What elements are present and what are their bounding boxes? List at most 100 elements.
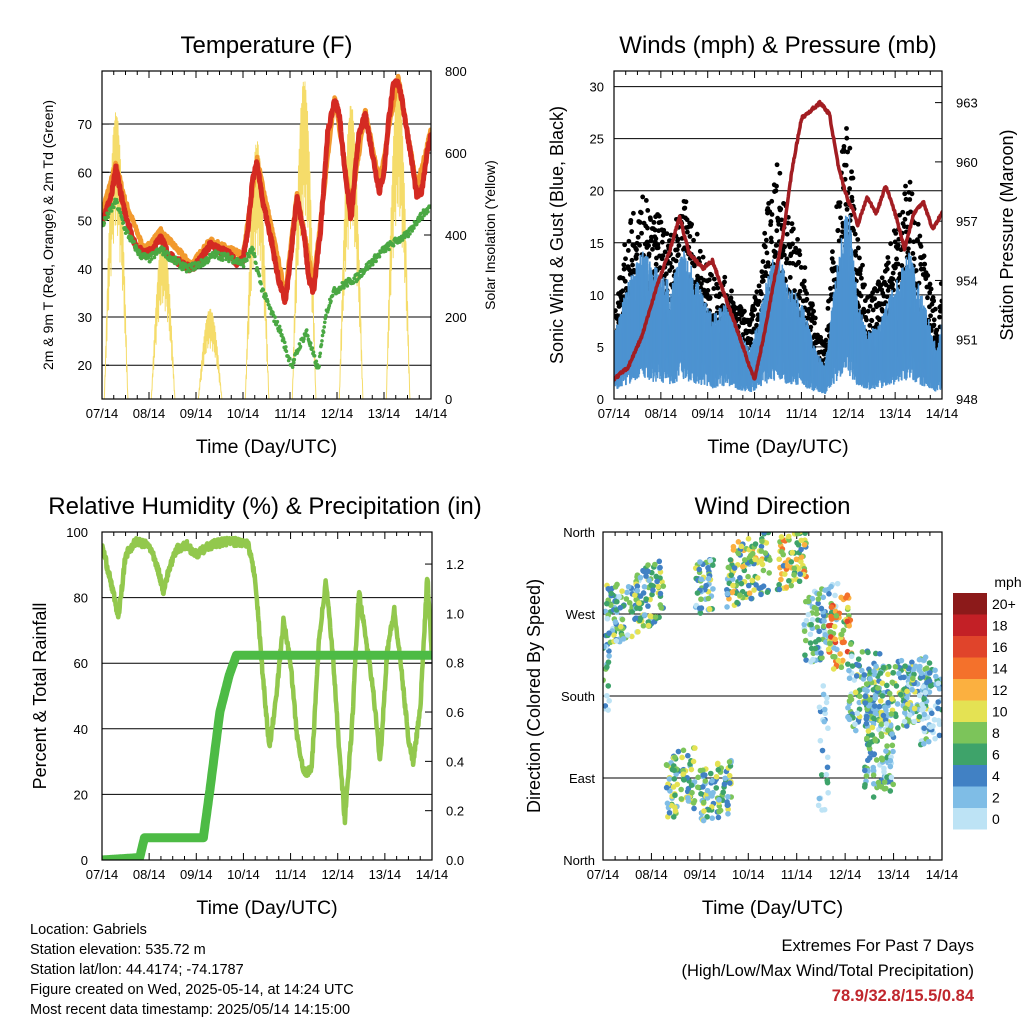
x-tick-label: 07/14: [86, 867, 119, 882]
y-tick-label: 50: [78, 214, 92, 229]
gust-point: [734, 305, 739, 311]
direction-point: [703, 582, 709, 589]
gust-point: [628, 217, 634, 223]
direction-point: [641, 612, 648, 618]
direction-point: [730, 582, 736, 589]
direction-point: [604, 692, 610, 699]
dewpoint-point: [281, 337, 286, 342]
x-tick-label: 11/14: [275, 867, 307, 882]
gust-point: [667, 260, 673, 266]
gust-point: [706, 277, 712, 283]
direction-point: [738, 543, 745, 550]
precipitation-line: [102, 650, 432, 860]
direction-point: [778, 534, 785, 540]
gust-point: [760, 278, 766, 284]
gust-point: [859, 275, 864, 281]
direction-point: [904, 688, 910, 695]
gust-point: [662, 249, 668, 255]
direction-point: [898, 657, 905, 664]
dewpoint-point: [275, 319, 280, 324]
dewpoint-point: [247, 254, 252, 259]
gust-point: [623, 256, 628, 262]
direction-point: [855, 656, 862, 662]
y2-tick-label: 948: [956, 392, 978, 407]
direction-point: [737, 592, 743, 599]
direction-point: [660, 583, 667, 589]
direction-point: [809, 616, 816, 623]
direction-point: [707, 770, 714, 777]
dewpoint-point: [292, 357, 297, 362]
direction-point: [603, 643, 607, 650]
direction-point: [837, 651, 843, 657]
y2-tick-label: 0.4: [446, 754, 464, 769]
direction-point: [643, 596, 649, 602]
direction-point: [901, 718, 908, 725]
direction-point: [872, 695, 879, 702]
legend-swatch: [953, 743, 987, 765]
direction-point: [845, 604, 851, 611]
direction-point: [808, 621, 815, 628]
gust-point: [638, 210, 644, 216]
x-tick-label: 12/14: [832, 406, 865, 421]
direction-point: [688, 766, 695, 773]
x-tick-label: 14/14: [926, 867, 959, 882]
gust-point: [843, 162, 849, 168]
direction-point: [616, 594, 622, 600]
direction-point: [656, 558, 663, 565]
gust-point: [660, 232, 666, 238]
gust-point: [762, 244, 768, 250]
gust-point: [784, 231, 790, 237]
dewpoint-point: [251, 247, 255, 251]
direction-point: [820, 691, 827, 698]
direction-point: [612, 619, 619, 625]
gust-point: [704, 292, 710, 297]
gust-point: [689, 221, 694, 227]
gust-point: [830, 260, 836, 265]
direction-point: [901, 674, 907, 681]
gust-point: [656, 213, 662, 219]
direction-point: [911, 718, 918, 725]
y-tick-label: 0: [81, 853, 88, 868]
direction-point: [760, 567, 767, 574]
direction-point: [816, 628, 822, 635]
y-tick-label: 30: [78, 310, 92, 325]
direction-point: [695, 774, 701, 781]
direction-point: [823, 699, 830, 706]
direction-point: [624, 589, 630, 596]
direction-point: [789, 549, 796, 556]
direction-point: [807, 631, 814, 638]
gust-point: [621, 262, 627, 268]
gust-point: [645, 208, 651, 213]
dewpoint-point: [298, 344, 303, 349]
direction-point: [889, 731, 895, 737]
speed-legend: mph 20+ 18 16 14 12 10 8 6 4 2 0: [953, 574, 1022, 830]
dewpoint-point: [312, 353, 317, 358]
direction-point: [932, 673, 939, 680]
gust-point: [907, 179, 913, 185]
y2-tick-label: 0: [445, 392, 452, 407]
direction-point: [605, 683, 612, 689]
y2-tick-label: 960: [956, 155, 978, 170]
direction-point: [862, 700, 869, 706]
dewpoint-point: [374, 259, 378, 264]
direction-point: [803, 617, 810, 624]
gust-point: [797, 252, 803, 258]
gust-point: [858, 293, 864, 299]
direction-point: [783, 584, 790, 591]
gust-point: [894, 256, 899, 262]
direction-point: [645, 568, 651, 575]
y2-tick-label: 957: [956, 214, 978, 229]
gust-point: [729, 288, 734, 294]
direction-point: [613, 637, 620, 644]
direction-point: [710, 586, 716, 592]
dewpoint-point: [106, 215, 111, 219]
gust-point: [630, 262, 635, 268]
direction-point: [816, 795, 823, 802]
gust-point: [847, 145, 853, 151]
dewpoint-point: [253, 254, 257, 259]
direction-point: [617, 623, 624, 630]
direction-point: [678, 796, 685, 802]
direction-point: [827, 640, 833, 647]
direction-point: [916, 713, 923, 720]
dewpoint-point: [329, 299, 333, 303]
